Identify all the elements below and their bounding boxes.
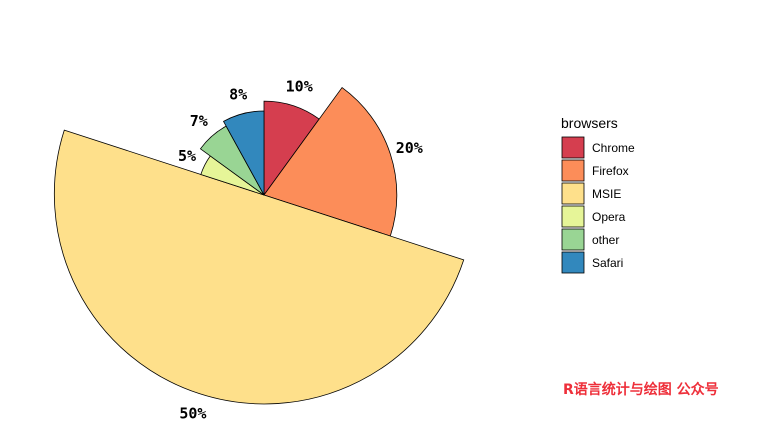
pct-label-opera: 5% (178, 147, 196, 165)
pct-label-other: 7% (190, 112, 208, 130)
legend-swatch-firefox (561, 159, 585, 182)
pct-label-msie: 50% (179, 405, 206, 423)
legend-label-safari: Safari (592, 256, 623, 270)
legend-label-firefox: Firefox (592, 164, 629, 178)
watermark: R语言统计与绘图 公众号 (563, 381, 719, 398)
legend-label-chrome: Chrome (592, 141, 635, 155)
legend-swatch-msie (561, 182, 585, 205)
legend-swatch-other (561, 228, 585, 251)
pct-label-firefox: 20% (396, 139, 423, 157)
legend-label-other: other (592, 233, 619, 247)
legend: browsers Chrome Firefox MSIE Opera other Safa… (561, 115, 635, 274)
pct-label-safari: 8% (229, 85, 247, 103)
legend-swatch-opera (561, 205, 585, 228)
legend-label-msie: MSIE (592, 187, 621, 201)
legend-title: browsers (561, 115, 618, 131)
legend-swatch-chrome (561, 136, 585, 159)
slice-firefox (263, 86, 398, 237)
pct-label-chrome: 10% (286, 78, 313, 96)
legend-label-opera: Opera (592, 210, 626, 224)
slice-msie (54, 129, 465, 405)
percent-labels: 10% 20% 50% 5% 7% 8% (178, 78, 423, 423)
rose-slices (54, 86, 465, 405)
legend-swatch-safari (561, 251, 585, 274)
slice-safari (222, 110, 265, 196)
